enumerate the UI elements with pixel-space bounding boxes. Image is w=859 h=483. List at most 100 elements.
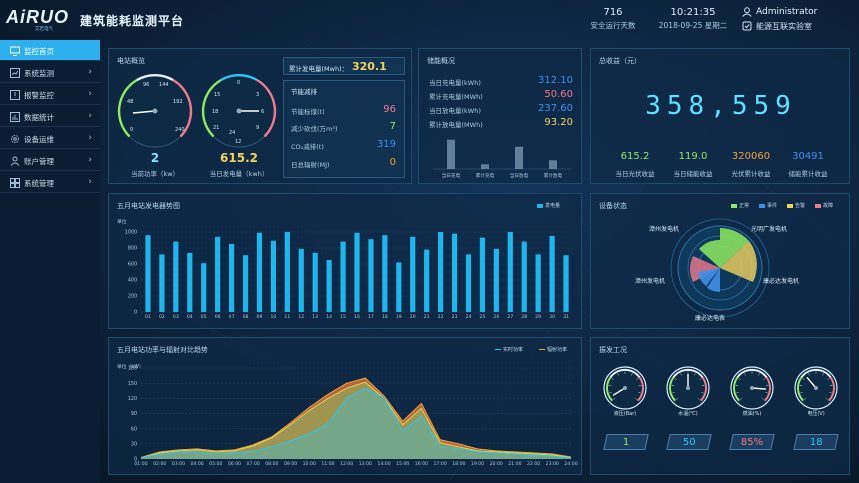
- gauge1-tick: 48: [127, 99, 133, 105]
- y-tick-label: 800: [128, 246, 137, 252]
- x-tick-label: 27: [507, 314, 513, 320]
- gauge-tick: [802, 378, 805, 380]
- condition-value: 18: [809, 437, 823, 448]
- gauge-tick: [738, 378, 741, 380]
- saving-row-label: 日总辐射(MJ): [291, 161, 330, 169]
- income-item-label: 当日光伏收益: [615, 170, 655, 178]
- legend-fault[interactable]: 故障: [815, 202, 833, 209]
- station-overview-panel: 电站概览 0 48 96 144 192 240 2 当前功率（kw） 21 1…: [108, 48, 412, 184]
- legend-realtime[interactable]: 实时功率: [495, 346, 523, 353]
- energy-saving-box: 节能减排 节能标煤(t) 96 减少砍伐(万m³) 7 CO₂减排(t) 319…: [283, 80, 405, 178]
- x-tick-label: 14: [326, 314, 332, 320]
- storage-row-value: 237.60: [538, 103, 573, 114]
- user-menu[interactable]: Administrator 能源互联实验室: [742, 6, 854, 36]
- total-income-value: 358,559: [645, 91, 797, 121]
- bar: [424, 249, 430, 312]
- sidebar-item-system-monitoring[interactable]: 系统监测 ›: [0, 62, 100, 83]
- x-tick-label: 25: [479, 314, 485, 320]
- gauge-arc: [763, 376, 771, 402]
- device-label: 光明广发电机: [751, 225, 787, 233]
- income-item-label: 当日储能收益: [673, 170, 713, 178]
- logo-subtext: 艾若电气: [35, 27, 53, 32]
- statistics-icon: [10, 112, 20, 122]
- legend-warning[interactable]: 告警: [787, 202, 805, 209]
- saving-row-value: 7: [389, 121, 396, 132]
- bar: [507, 232, 513, 312]
- x-tick-label: 09:00: [284, 461, 297, 467]
- saving-row-label: 节能标煤(t): [291, 108, 325, 116]
- x-tick-label: 12:00: [340, 461, 353, 467]
- saving-row-value: 96: [383, 104, 396, 115]
- gauge-tick: [761, 397, 764, 400]
- chevron-right-icon: ›: [88, 133, 92, 143]
- monitor-icon: [10, 46, 20, 56]
- chart-legend[interactable]: 发电量: [537, 202, 560, 209]
- gauge-arc: [733, 376, 741, 402]
- logo-text: AiRUO: [6, 7, 69, 27]
- bar: [354, 232, 360, 312]
- x-tick-label: 08:00: [265, 461, 278, 467]
- cumulative-value: 320.1: [352, 60, 387, 73]
- condition-value: 85%: [740, 437, 764, 448]
- gauge-tick: [808, 373, 810, 376]
- storage-row-label: 当日充电量(kWh): [429, 79, 481, 87]
- panel-title: 总收益（元）: [599, 57, 641, 65]
- bar: [549, 236, 555, 312]
- gauge-arc: [827, 376, 835, 402]
- user-name[interactable]: Administrator: [756, 7, 818, 17]
- bar: [521, 241, 527, 312]
- gauge-tick: [676, 397, 679, 400]
- condition-value: 50: [682, 437, 696, 448]
- bar: [465, 254, 472, 312]
- sidebar-item-monitor-home[interactable]: 监控首页: [0, 40, 100, 61]
- x-tick-label: 06: [215, 314, 221, 320]
- condition-gauges: 液压(Bar) 水温(℃) 燃油(%) 电压(V): [603, 366, 838, 417]
- x-tick-label: 11:00: [321, 461, 334, 467]
- gauge-arc: [736, 368, 768, 379]
- panel-title: 五月电站发电器势图: [117, 202, 180, 210]
- legend-event[interactable]: 事件: [759, 202, 777, 209]
- x-tick-label: 21:00: [508, 461, 521, 467]
- clock-time: 10:21:35: [670, 7, 716, 18]
- bar: [256, 232, 263, 312]
- energy-value: 615.2: [220, 151, 258, 165]
- gauge1-tick: 240: [175, 127, 185, 133]
- legend-radiation[interactable]: 辐射功率: [539, 346, 567, 353]
- series-realtime-power-area: [141, 388, 571, 459]
- gauge-tick: [825, 397, 828, 400]
- gauge2-tick: 9: [256, 125, 259, 131]
- gauge2-tick: 12: [235, 139, 241, 145]
- saving-title: 节能减排: [291, 88, 317, 96]
- bar: [284, 232, 290, 312]
- gauge2-tick: 0: [237, 80, 240, 86]
- shield-check-icon: [742, 21, 752, 31]
- sidebar-item-label: 监控首页: [24, 47, 54, 56]
- sidebar-item-alarm-monitoring[interactable]: 报警监控 ›: [0, 84, 100, 105]
- sidebar-item-accounts[interactable]: 账户管理 ›: [0, 150, 100, 171]
- gauge-tick: [613, 397, 616, 400]
- bar: [410, 236, 416, 312]
- x-tick-label: 21: [424, 314, 430, 320]
- gauge-label: 电压(V): [807, 410, 824, 417]
- sidebar-item-maintenance[interactable]: 设备运维 ›: [0, 128, 100, 149]
- x-tick-label: 07:00: [247, 461, 260, 467]
- sidebar-item-label: 系统管理: [24, 179, 54, 188]
- sector-event: [698, 268, 720, 286]
- series-radiation-power-line: [140, 377, 572, 458]
- storage-row-label: 累计放电量(MWh): [429, 121, 483, 129]
- energy-gauge: 21 18 15 0 3 6 9 12 24: [201, 73, 277, 148]
- legend-label: 事件: [767, 203, 778, 209]
- x-tick-label: 10:00: [303, 461, 316, 467]
- device-status-panel: 设备状态 正常 事件 告警 故障 漳州发电机 光明广发电机 漳州发电机 康必达发…: [590, 193, 850, 329]
- sidebar-item-system-admin[interactable]: 系统管理 ›: [0, 172, 100, 193]
- sector-event-2: [707, 268, 720, 292]
- sidebar: 监控首页 系统监测 › 报警监控 › 数据统计 › 设备运维 › 账户管理 › …: [0, 40, 100, 483]
- x-tick-label: 15: [340, 314, 346, 320]
- legend-normal[interactable]: 正常: [731, 202, 749, 209]
- x-tick-label: 08: [243, 314, 249, 320]
- storage-bar-chart: 当日充电 累计充电 当日放电 累计放电: [433, 139, 571, 179]
- energy-label: 当日发电量（kwh）: [209, 170, 269, 178]
- x-tick-label: 01:00: [134, 461, 147, 467]
- sidebar-item-statistics[interactable]: 数据统计 ›: [0, 106, 100, 127]
- storage-bar-label: 累计放电: [544, 172, 563, 179]
